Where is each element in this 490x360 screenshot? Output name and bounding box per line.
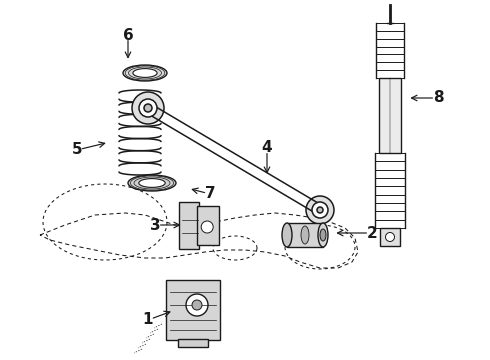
Bar (178, 339, 208, 347)
Ellipse shape (320, 229, 326, 241)
Text: 7: 7 (205, 186, 215, 202)
Text: 2: 2 (367, 225, 377, 240)
Text: 8: 8 (433, 90, 443, 105)
Ellipse shape (282, 223, 292, 247)
Ellipse shape (139, 179, 165, 188)
Circle shape (312, 202, 328, 218)
Text: 5: 5 (72, 143, 82, 158)
Circle shape (132, 92, 164, 124)
Ellipse shape (386, 233, 394, 242)
Circle shape (306, 196, 334, 224)
Circle shape (186, 294, 208, 316)
Polygon shape (146, 104, 322, 214)
Text: 4: 4 (262, 140, 272, 156)
FancyBboxPatch shape (196, 206, 220, 245)
FancyBboxPatch shape (166, 280, 220, 340)
Bar (379, 78, 401, 153)
Bar (287, 223, 323, 247)
Circle shape (317, 207, 323, 213)
Text: 1: 1 (143, 312, 153, 328)
Circle shape (139, 99, 157, 117)
FancyBboxPatch shape (179, 202, 198, 249)
Circle shape (192, 300, 202, 310)
Ellipse shape (301, 226, 309, 244)
Bar (380, 228, 400, 246)
Text: 3: 3 (149, 217, 160, 233)
Ellipse shape (318, 223, 328, 247)
Ellipse shape (128, 175, 176, 191)
Ellipse shape (133, 69, 157, 77)
Circle shape (144, 104, 152, 112)
Text: 6: 6 (122, 27, 133, 42)
Circle shape (201, 221, 213, 233)
Ellipse shape (123, 65, 167, 81)
